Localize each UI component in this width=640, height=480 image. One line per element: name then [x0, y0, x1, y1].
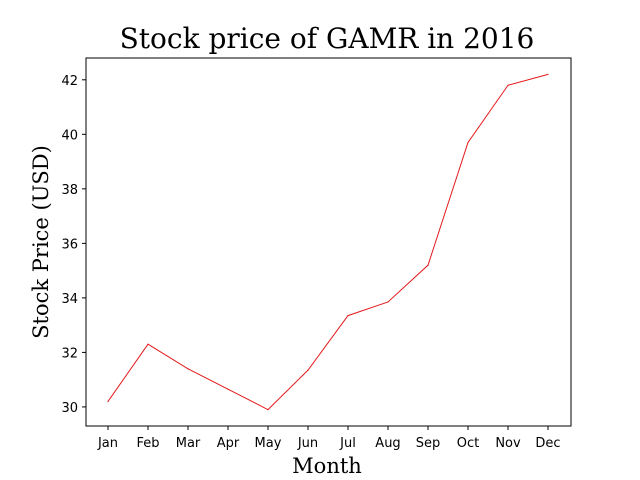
x-tick-label: Feb	[136, 436, 159, 451]
plot-frame	[85, 57, 572, 427]
x-tick-label: Oct	[457, 436, 479, 451]
x-tick-label: Aug	[375, 436, 400, 451]
x-tick-label: Jan	[97, 436, 118, 451]
data-point-aug	[387, 301, 389, 303]
y-axis: 30 32 34 36 38 40 42	[61, 74, 86, 416]
data-point-feb	[147, 343, 149, 345]
x-axis: Jan Feb Mar Apr May Jun Jul Aug Sep Oct Nov Dec	[97, 426, 561, 451]
data-point-jul	[347, 315, 349, 317]
data-point-dec	[547, 73, 549, 75]
data-point-nov	[507, 84, 509, 86]
y-tick-label: 32	[61, 346, 78, 361]
chart-title: Stock price of GAMR in 2016	[120, 22, 535, 55]
data-point-mar	[187, 368, 189, 370]
data-point-jan	[107, 400, 109, 403]
y-tick-label: 36	[61, 237, 78, 252]
y-tick-label: 40	[61, 128, 78, 143]
y-axis-label: Stock Price (USD)	[29, 145, 53, 339]
data-point-oct	[467, 141, 469, 144]
y-tick-label: 30	[61, 401, 78, 416]
x-tick-label: Apr	[217, 436, 240, 451]
x-axis-label: Month	[292, 454, 362, 478]
x-tick-label: May	[255, 436, 282, 451]
y-tick-label: 34	[61, 292, 78, 307]
series-line	[107, 73, 549, 411]
x-tick-label: Jul	[339, 436, 356, 451]
data-point-sep	[427, 264, 429, 266]
x-tick-label: Mar	[176, 436, 201, 451]
x-tick-label: Dec	[535, 436, 560, 451]
x-tick-label: Jun	[297, 436, 318, 451]
x-tick-label: Sep	[416, 436, 441, 451]
data-point-apr	[227, 388, 229, 390]
data-points	[107, 73, 549, 411]
y-tick-label: 38	[61, 183, 78, 198]
x-tick-label: Nov	[495, 436, 521, 451]
data-point-jun	[307, 369, 309, 371]
y-tick-label: 42	[61, 74, 78, 89]
data-point-may	[267, 409, 269, 411]
